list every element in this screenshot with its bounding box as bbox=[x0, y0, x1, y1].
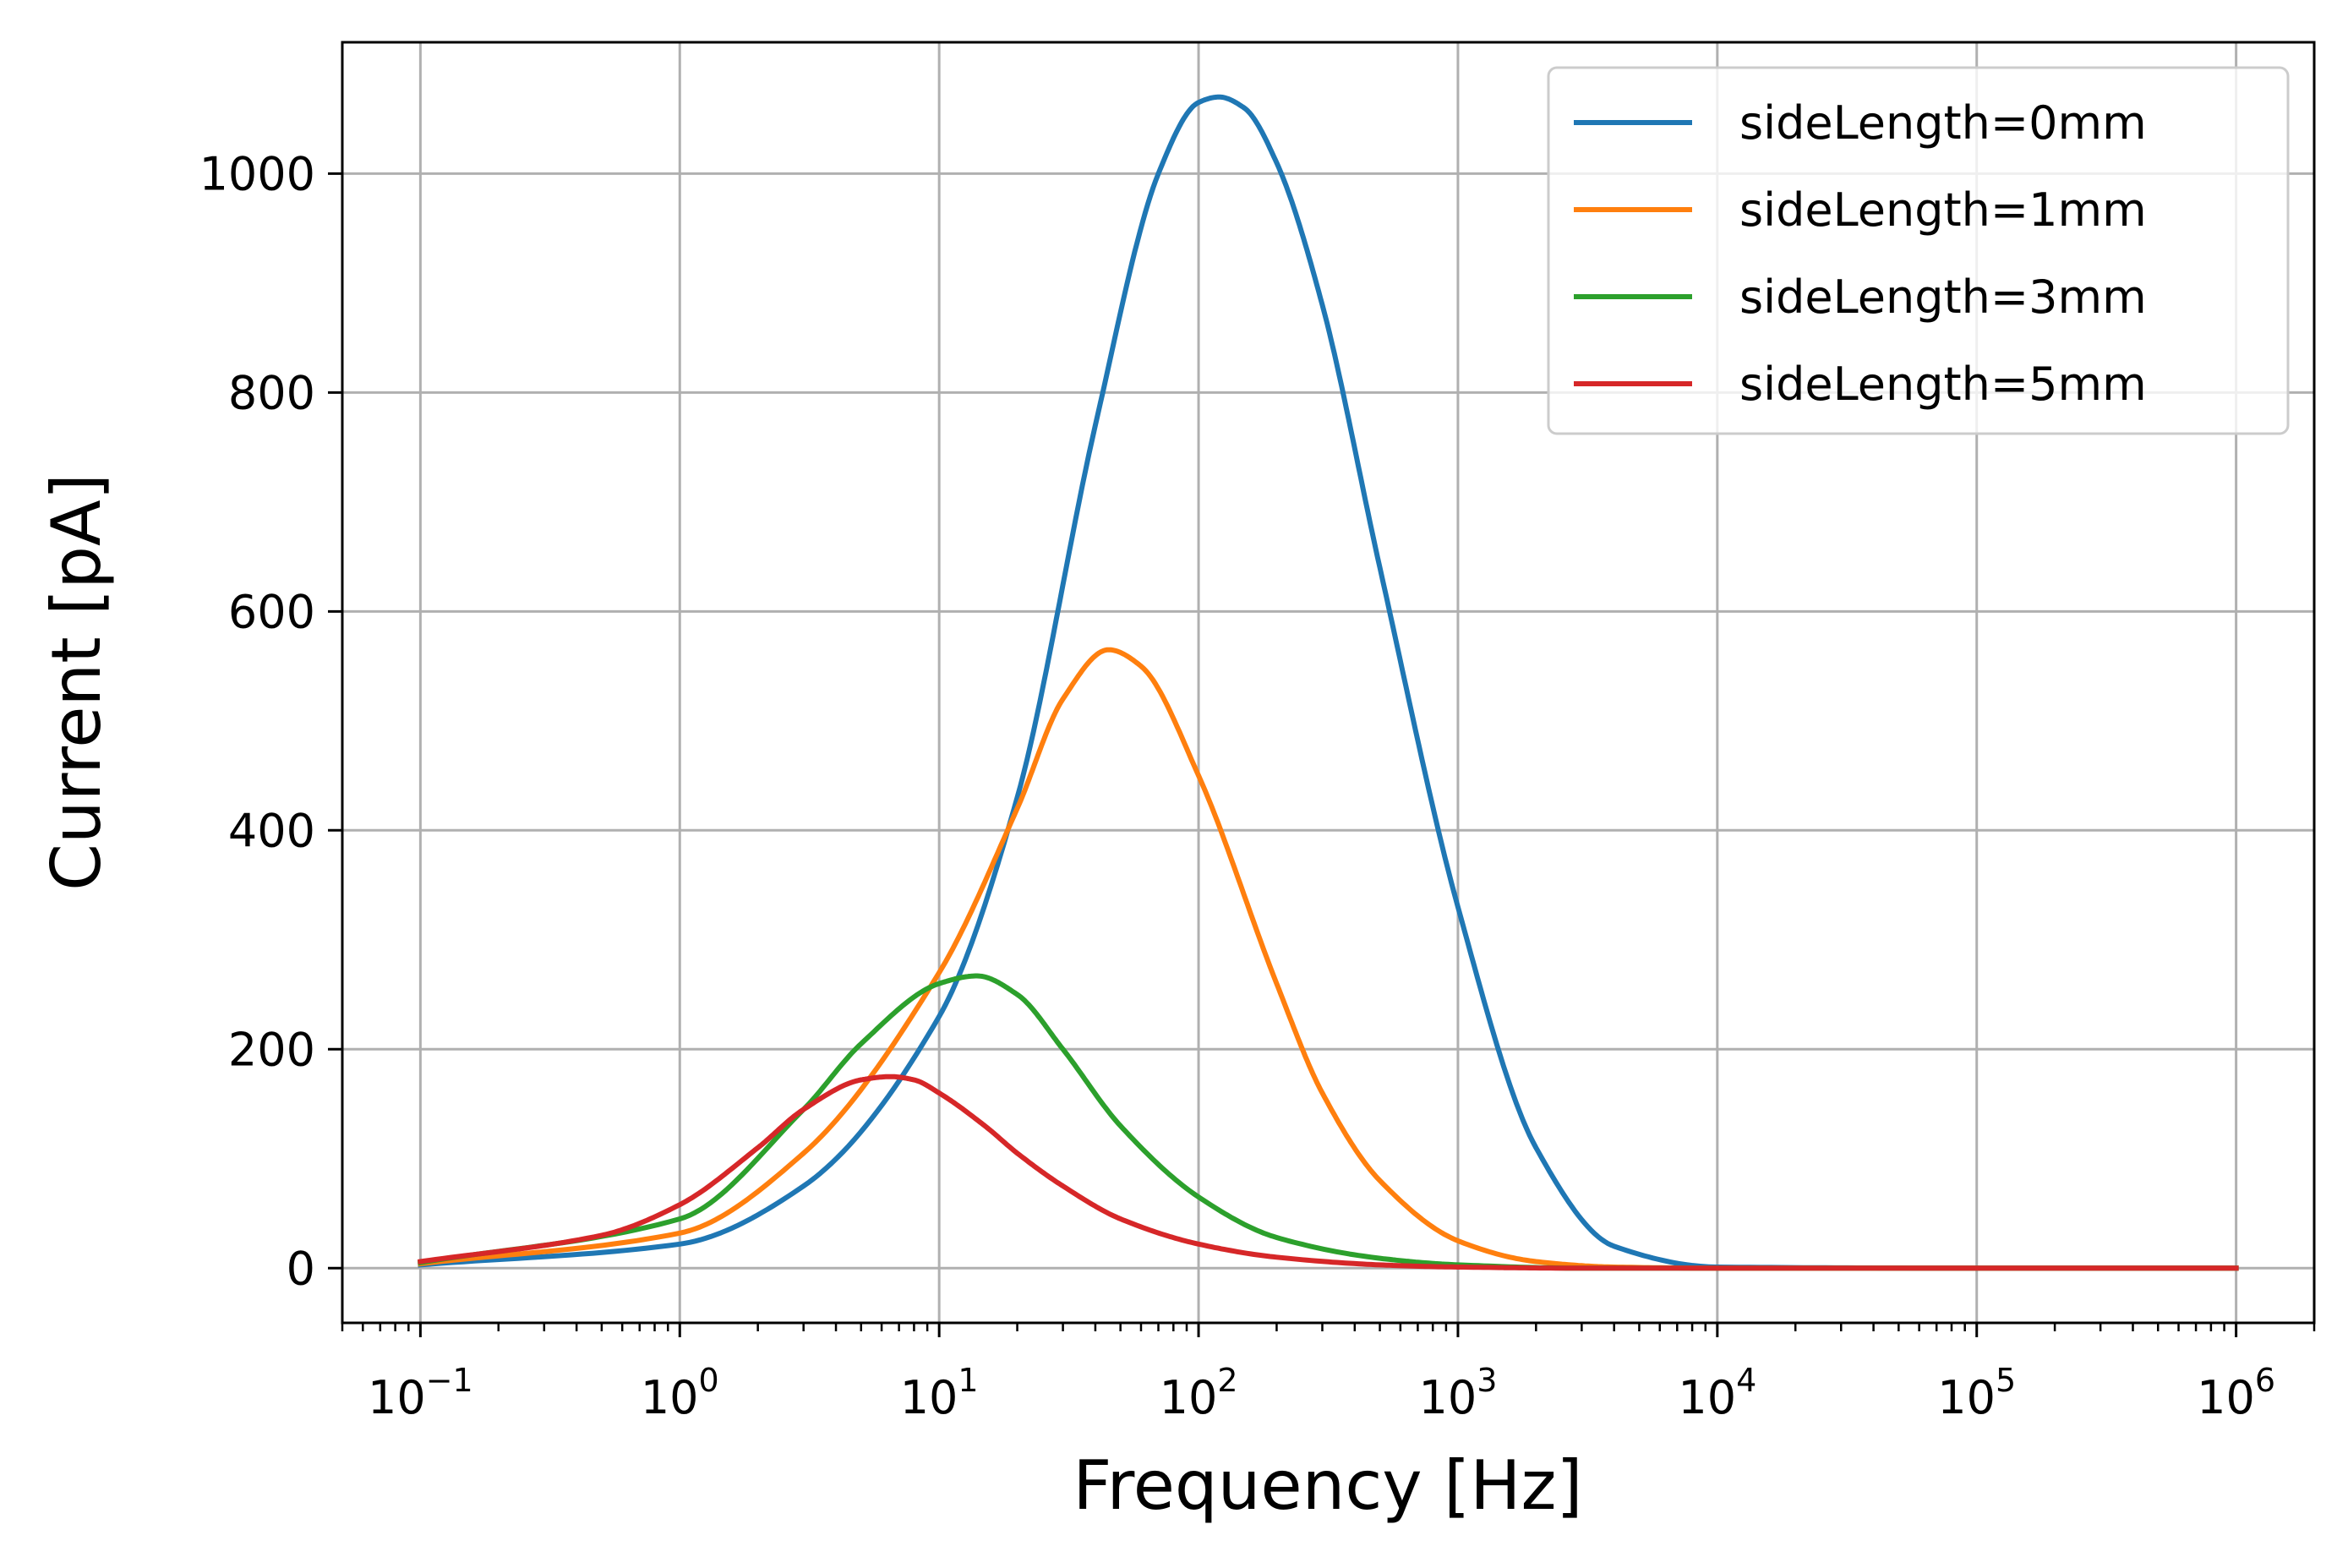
x-tick-exponent: 0 bbox=[699, 1362, 719, 1399]
x-tick-base: 10 bbox=[1678, 1371, 1736, 1424]
x-tick-exponent: 2 bbox=[1217, 1362, 1237, 1399]
x-axis-ticks: 10−1 100 101 102 103 104 105 106 bbox=[341, 1323, 2316, 1424]
legend: sideLength=0mm sideLength=1mm sideLength=3… bbox=[1547, 66, 2290, 435]
x-tick-exponent: −1 bbox=[426, 1362, 473, 1399]
legend-label-2: sideLength=3mm bbox=[1739, 270, 2147, 324]
y-tick-label: 1000 bbox=[199, 147, 315, 200]
x-tick-label: 105 bbox=[1937, 1362, 2016, 1424]
series-lines bbox=[417, 94, 2239, 1271]
x-axis-label: Frequency [Hz] bbox=[1073, 1446, 1582, 1525]
legend-label-1: sideLength=1mm bbox=[1739, 183, 2147, 237]
x-tick-label: 103 bbox=[1418, 1362, 1497, 1424]
y-tick-label: 800 bbox=[228, 366, 315, 419]
x-tick-base: 10 bbox=[1160, 1371, 1218, 1424]
y-tick-label: 200 bbox=[228, 1023, 315, 1076]
x-tick-base: 10 bbox=[368, 1371, 426, 1424]
x-tick-exponent: 3 bbox=[1477, 1362, 1497, 1399]
y-axis-ticks: 0 200 400 600 800 1000 bbox=[199, 147, 342, 1295]
x-tick-exponent: 6 bbox=[2255, 1362, 2275, 1399]
x-tick-label: 100 bbox=[641, 1362, 719, 1424]
x-tick-base: 10 bbox=[1937, 1371, 1996, 1424]
legend-frame bbox=[1547, 66, 2290, 435]
x-tick-exponent: 4 bbox=[1736, 1362, 1756, 1399]
x-tick-exponent: 5 bbox=[1996, 1362, 2016, 1399]
x-tick-label: 104 bbox=[1678, 1362, 1756, 1424]
y-tick-label: 0 bbox=[287, 1242, 315, 1295]
y-tick-label: 600 bbox=[228, 585, 315, 638]
x-tick-base: 10 bbox=[1418, 1371, 1477, 1424]
x-tick-label: 106 bbox=[2197, 1362, 2275, 1424]
y-tick-label: 400 bbox=[228, 804, 315, 857]
x-tick-label: 101 bbox=[900, 1362, 979, 1424]
x-tick-exponent: 1 bbox=[958, 1362, 978, 1399]
x-tick-base: 10 bbox=[900, 1371, 958, 1424]
x-tick-label: 10−1 bbox=[368, 1362, 473, 1424]
plot-frame bbox=[341, 41, 2316, 1325]
y-axis-label: Current [pA] bbox=[37, 473, 116, 891]
series-line-3 bbox=[417, 1074, 2239, 1271]
x-tick-label: 102 bbox=[1160, 1362, 1238, 1424]
legend-label-0: sideLength=0mm bbox=[1739, 96, 2147, 150]
series-line-0 bbox=[418, 94, 2239, 1271]
legend-label-3: sideLength=5mm bbox=[1739, 358, 2147, 411]
x-tick-base: 10 bbox=[2197, 1371, 2255, 1424]
x-tick-base: 10 bbox=[641, 1371, 699, 1424]
